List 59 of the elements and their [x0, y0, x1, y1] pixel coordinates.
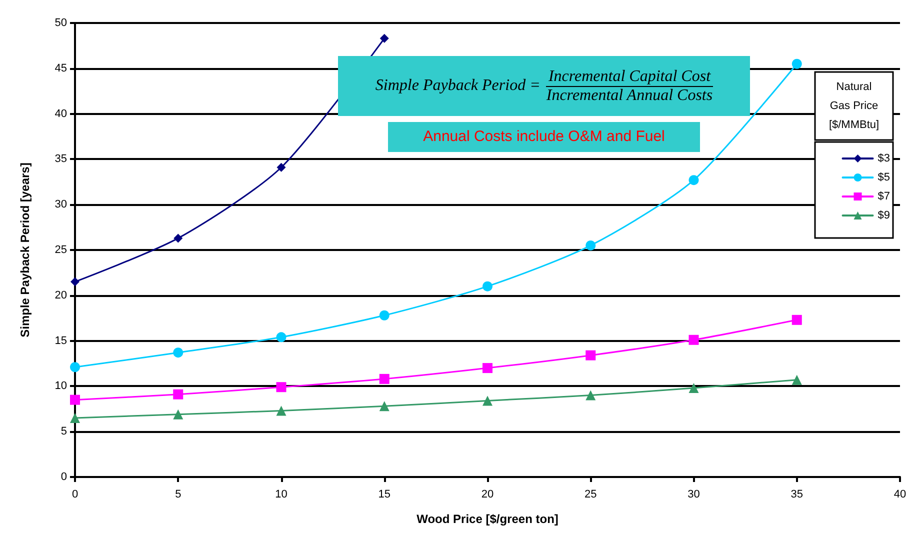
point: [482, 363, 492, 374]
y-tick-label: 0: [60, 471, 67, 483]
point: [70, 394, 80, 405]
legend-label: $5: [878, 172, 890, 184]
point: [482, 396, 492, 406]
y-tick-label: 30: [54, 198, 67, 211]
x-tick-label: 30: [688, 488, 700, 500]
point: [586, 390, 596, 400]
point: [276, 382, 286, 392]
y-tick-label: 15: [54, 334, 67, 347]
note-box: Annual Costs include O&M and Fuel: [388, 122, 700, 152]
x-tick-label: 15: [378, 488, 390, 500]
point: [688, 383, 699, 394]
y-tick-label: 10: [54, 380, 67, 392]
point: [792, 314, 802, 325]
legend-label: $9: [878, 210, 890, 222]
y-tick-label: 45: [54, 62, 67, 74]
point: [380, 34, 389, 43]
y-tick-label: 20: [54, 289, 67, 302]
point: [586, 350, 596, 360]
x-tick-label: 0: [72, 488, 78, 500]
point: [70, 362, 80, 372]
annotation: Incremental Capital Cost: [546, 68, 713, 86]
point: [276, 406, 286, 416]
point: [482, 281, 492, 292]
point: [379, 401, 390, 412]
y-tick-label: 35: [54, 153, 67, 166]
point: [379, 310, 390, 320]
y-tick-label: 50: [54, 17, 67, 29]
point: [688, 334, 699, 345]
point: [379, 374, 390, 384]
x-axis-title: Wood Price [$/green ton]: [416, 512, 558, 526]
x-tick-label: 40: [894, 488, 906, 500]
point: [276, 332, 286, 342]
point: [792, 374, 802, 385]
annotation: Simple Payback Period =: [375, 77, 540, 95]
x-tick-label: 35: [790, 488, 803, 500]
x-tick-label: 20: [481, 488, 494, 500]
y-tick-label: 25: [54, 244, 67, 256]
point: [276, 162, 286, 172]
x-tick-label: 5: [175, 488, 182, 500]
legend-label: $3: [878, 152, 890, 164]
point: [173, 389, 184, 400]
point: [174, 234, 183, 243]
point: [792, 58, 802, 69]
point: [173, 348, 184, 358]
legend-title: Natural Gas Price [$/MMBtu]: [828, 81, 880, 131]
y-axis-title: Simple Payback Period [years]: [18, 162, 32, 338]
point: [586, 240, 596, 250]
point: [688, 175, 699, 186]
point: [173, 409, 184, 420]
x-tick-label: 25: [584, 488, 597, 500]
legend-label: $7: [878, 190, 890, 202]
point: [70, 277, 80, 286]
x-tick-label: 10: [275, 488, 288, 500]
annotation: Incremental Annual Costs: [546, 86, 713, 104]
y-tick-label: 5: [60, 426, 67, 438]
point: [70, 412, 80, 423]
y-tick-label: 40: [54, 108, 67, 120]
